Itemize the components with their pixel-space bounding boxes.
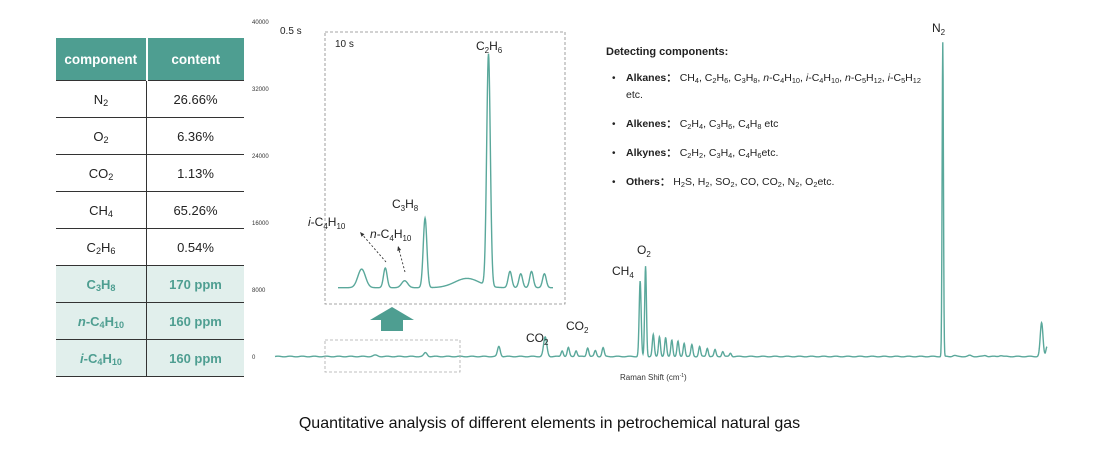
table-row: C3H8 170 ppm [56,265,244,303]
peak-label-n-c4h10: n-C4H10 [370,227,412,243]
arrow-i-c4h10 [359,231,387,263]
main-spectrum-line [274,42,1048,358]
zoom-region-box [324,339,461,373]
inset-peak-labels: C2H6 C3H8 i-C4H10 n-C4H10 [308,39,503,273]
detecting-components-panel: Detecting components: Alkanes： CH4, C2H6… [606,46,926,203]
inset-spectrum-line [338,53,553,289]
component-category: Alkenes： C2H4, C3H6, C4H8 etc [612,116,926,133]
component-cell: i-C4H10 [56,339,147,377]
peak-label-co2: CO2 [566,319,589,335]
peak-label-c2h6: C2H6 [476,39,503,55]
y-tick-label: 32000 [252,87,269,93]
raman-spectrum-chart: 0 8000 16000 24000 32000 40000 0.5 s 10 s C2H… [252,20,1048,382]
y-tick-label: 24000 [252,154,269,160]
inset-exposure-label: 10 s [335,39,354,50]
content-cell: 26.66% [146,80,244,118]
peak-label-c3h8: C3H8 [392,197,419,213]
table-body: N2 26.66% O2 6.36% CO2 1.13% CH4 65.26% C2H6 0.54… [56,80,244,377]
component-table: component content N2 26.66% O2 6.36% CO2 1.13… [56,38,244,377]
content-cell: 160 ppm [146,302,244,340]
main-exposure-label: 0.5 s [280,26,302,37]
table-row: CO2 1.13% [56,154,244,192]
content-cell: 160 ppm [146,339,244,377]
y-axis: 0 8000 16000 24000 32000 40000 [252,20,269,361]
y-tick-label: 0 [252,355,256,361]
detecting-components-list: Alkanes： CH4, C2H6, C3H8, n-C4H10, i-C4H… [606,70,926,191]
header-content: content [146,38,244,81]
table-header-row: component content [56,38,244,81]
component-cell: n-C4H10 [56,302,147,340]
y-tick-label: 16000 [252,221,269,227]
table-row: N2 26.66% [56,80,244,118]
component-category: Alkanes： CH4, C2H6, C3H8, n-C4H10, i-C4H… [612,70,926,104]
content-cell: 65.26% [146,191,244,229]
x-axis-label: Raman Shift (cm-1) [620,373,687,382]
table-row: C2H6 0.54% [56,228,244,266]
table-row: i-C4H10 160 ppm [56,339,244,377]
peak-label-i-c4h10: i-C4H10 [308,215,346,231]
zoom-arrow-icon [370,307,414,331]
table-row: O2 6.36% [56,117,244,155]
component-cell: O2 [56,117,147,155]
arrow-i-c4h10-head [360,232,365,237]
peak-label-o2: O2 [637,243,651,259]
figure-caption: Quantitative analysis of different eleme… [298,415,801,432]
table-row: n-C4H10 160 ppm [56,302,244,340]
peak-label-co2: CO2 [526,331,549,347]
component-cell: C2H6 [56,228,147,266]
peak-label-ch4: CH4 [612,264,634,280]
y-tick-label: 40000 [252,20,269,26]
inset-box [324,31,566,305]
component-category: Others： H2S, H2, SO2, CO, CO2, N2, O2etc… [612,174,926,191]
component-category: Alkynes： C2H2, C3H4, C4H6etc. [612,145,926,162]
header-component: component [56,38,148,81]
content-cell: 0.54% [146,228,244,266]
component-cell: CO2 [56,154,147,192]
content-cell: 170 ppm [146,265,244,303]
component-cell: C3H8 [56,265,147,303]
y-tick-label: 8000 [252,288,266,294]
arrow-n-c4h10 [397,245,406,273]
arrow-n-c4h10-head [397,246,402,251]
component-cell: N2 [56,80,147,118]
component-cell: CH4 [56,191,147,229]
content-cell: 1.13% [146,154,244,192]
detecting-components-heading: Detecting components: [606,46,729,58]
content-cell: 6.36% [146,117,244,155]
peak-label-n2: N2 [932,21,946,37]
table-row: CH4 65.26% [56,191,244,229]
